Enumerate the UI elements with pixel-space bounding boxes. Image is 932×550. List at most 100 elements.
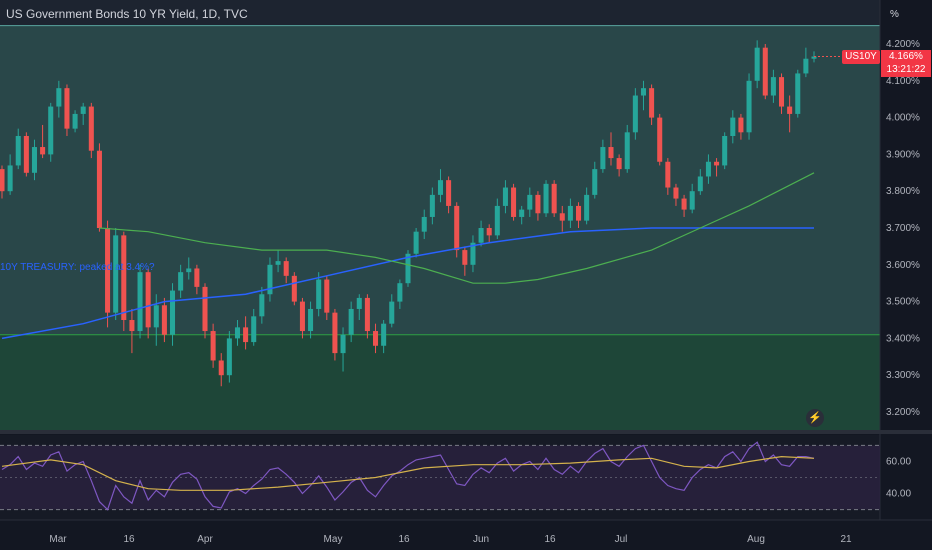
candle-body — [779, 77, 785, 107]
candle-body — [348, 308, 354, 335]
candle-body — [527, 194, 533, 210]
candle-body — [145, 272, 151, 328]
candle-body — [153, 305, 159, 328]
x-tick-label: 21 — [840, 534, 852, 545]
rsi-tick-label: 40.00 — [886, 489, 911, 500]
x-tick-label: 16 — [123, 534, 135, 545]
x-tick-label: Mar — [49, 534, 67, 545]
candle-body — [397, 283, 403, 302]
candle-body — [72, 113, 78, 129]
candle-body — [502, 187, 508, 206]
rsi-tick-label: 60.00 — [886, 456, 911, 467]
candle-body — [705, 161, 711, 177]
candle-body — [762, 47, 768, 96]
y-tick-label: 3.600% — [886, 260, 920, 271]
candle-body — [15, 136, 21, 166]
candle-body — [494, 205, 500, 236]
candle-body — [649, 88, 655, 118]
candle-body — [446, 180, 452, 206]
candle-body — [170, 290, 176, 335]
candle-body — [381, 323, 387, 346]
x-tick-label: Jul — [615, 534, 628, 545]
candle-body — [519, 209, 525, 217]
unit-label[interactable]: % — [890, 9, 899, 20]
candle-body — [754, 47, 760, 81]
candle-body — [283, 261, 289, 276]
candle-body — [161, 305, 167, 335]
candle-body — [275, 261, 281, 265]
x-tick-label: 16 — [544, 534, 556, 545]
candle-body — [616, 158, 622, 170]
candle-body — [267, 264, 273, 295]
candle-body — [803, 58, 809, 74]
lightning-icon[interactable]: ⚡ — [806, 409, 824, 427]
candle-body — [194, 268, 200, 287]
candle-body — [129, 320, 135, 332]
candle-body — [624, 132, 630, 170]
candle-body — [218, 360, 224, 376]
candle-body — [340, 334, 346, 354]
candle-body — [186, 268, 192, 273]
candle-body — [413, 231, 419, 254]
candle-body — [470, 242, 476, 265]
support-zone — [0, 334, 880, 430]
annotation-text[interactable]: 10Y TREASURY: peaked at 3.4%? — [0, 262, 155, 273]
candle-body — [454, 205, 460, 251]
candle-body — [689, 191, 695, 210]
candle-body — [657, 117, 663, 162]
y-tick-label: 4.000% — [886, 113, 920, 124]
candle-body — [673, 187, 679, 199]
y-tick-label: 3.700% — [886, 223, 920, 234]
candle-body — [543, 183, 549, 214]
candle-body — [364, 297, 370, 332]
candle-body — [722, 136, 728, 166]
last-price-box: 4.166% 13:21:22 — [881, 50, 931, 77]
chart-title: US Government Bonds 10 YR Yield, 1D, TVC — [6, 7, 248, 21]
candle-body — [64, 88, 70, 129]
candle-body — [178, 272, 184, 291]
y-tick-label: 3.500% — [886, 297, 920, 308]
candle-body — [226, 338, 232, 376]
candle-body — [665, 161, 671, 188]
x-tick-label: Apr — [197, 534, 213, 545]
candle-body — [308, 308, 314, 332]
candle-body — [0, 169, 5, 192]
candle-body — [48, 106, 54, 155]
candle-body — [324, 279, 330, 313]
y-tick-label: 3.200% — [886, 407, 920, 418]
candle-body — [259, 294, 265, 317]
candle-body — [96, 150, 102, 228]
candle-body — [356, 297, 362, 309]
candle-body — [405, 253, 411, 284]
bar-countdown: 13:21:22 — [886, 64, 926, 75]
y-tick-label: 3.800% — [886, 186, 920, 197]
candle-body — [486, 228, 492, 236]
candle-body — [40, 147, 46, 155]
x-tick-label: Jun — [473, 534, 489, 545]
candle-body — [251, 316, 257, 343]
candle-body — [787, 106, 793, 114]
candle-body — [770, 77, 776, 96]
y-tick-label: 4.200% — [886, 39, 920, 50]
candle-body — [88, 106, 94, 151]
candle-body — [551, 183, 557, 214]
candle-body — [567, 205, 573, 221]
candle-body — [31, 147, 37, 173]
symbol-badge: US10Y — [842, 50, 880, 64]
candle-body — [243, 327, 249, 343]
candle-body — [478, 228, 484, 243]
rsi-line — [1, 441, 815, 511]
candle-body — [559, 213, 565, 221]
candle-body — [105, 228, 111, 313]
x-tick-label: Aug — [747, 534, 765, 545]
y-tick-label: 3.400% — [886, 333, 920, 344]
candle-body — [714, 161, 720, 166]
candle-body — [373, 331, 379, 346]
candle-body — [738, 117, 744, 133]
candle-body — [202, 286, 208, 332]
last-price: 4.166% — [889, 51, 923, 62]
y-tick-label: 3.300% — [886, 370, 920, 381]
candle-body — [511, 187, 517, 217]
